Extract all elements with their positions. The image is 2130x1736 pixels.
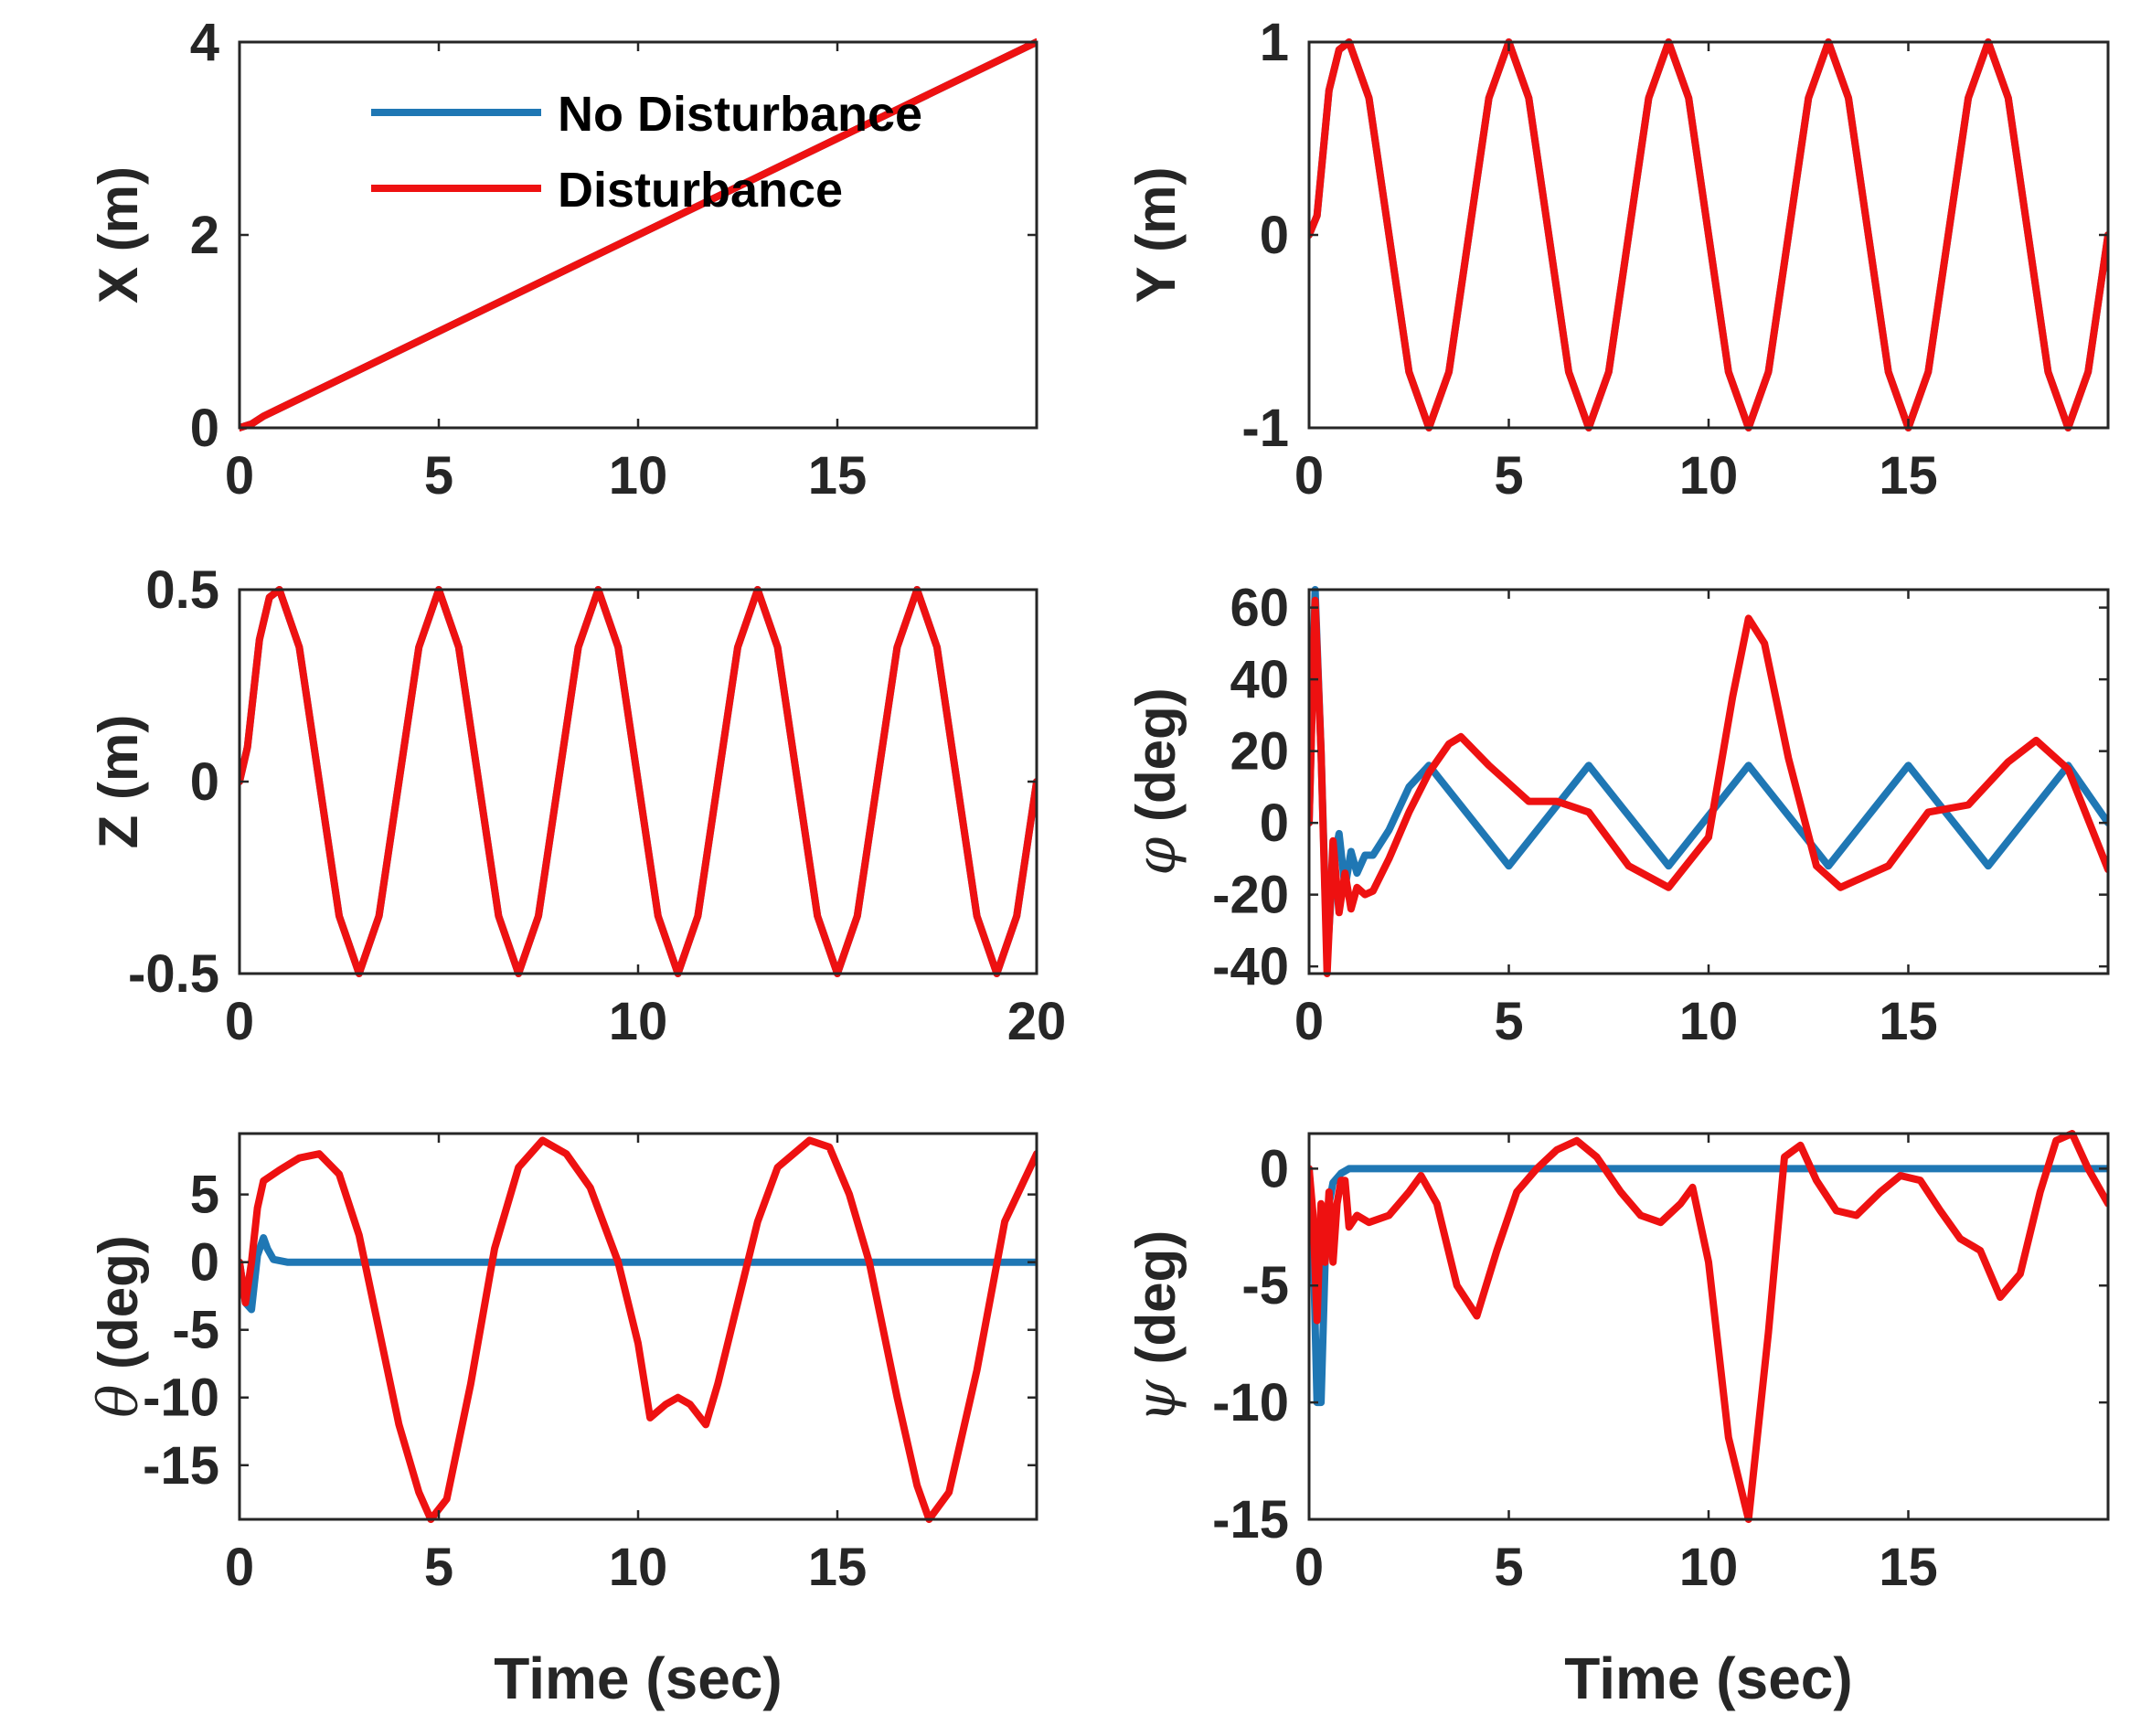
y-tick-label: -10	[1212, 1373, 1289, 1432]
x-tick-label: 5	[424, 446, 453, 506]
y-tick-label: 2	[190, 206, 219, 265]
panel-y-ylabel: Y (m)	[1125, 167, 1187, 304]
series-disturbance	[240, 586, 1037, 977]
y-tick-label: 0	[190, 399, 219, 458]
legend-label-disturbance: Disturbance	[558, 163, 843, 218]
x-tick-label: 15	[1879, 1538, 1938, 1597]
legend-label-no-disturbance: No Disturbance	[558, 87, 922, 142]
y-tick-label: 60	[1230, 579, 1289, 638]
x-tick-label: 10	[1679, 446, 1739, 506]
y-tick-label: 0	[190, 752, 219, 812]
x-tick-label: 10	[1679, 1538, 1739, 1597]
series-disturbance	[1309, 38, 2108, 431]
x-tick-label: 15	[1879, 992, 1938, 1051]
panel-x-ticks: 0 5 10 15 0 2 4	[190, 13, 1037, 506]
y-tick-label: 0	[190, 1233, 219, 1293]
x-tick-label: 15	[1879, 446, 1938, 506]
panel-z-ticks: 0 10 20-0.500.5	[128, 560, 1066, 1051]
y-tick-label: 20	[1230, 722, 1289, 782]
panel-y-ticks: 0 5 10 15-101	[1241, 13, 2108, 506]
y-tick-label: 40	[1230, 650, 1289, 709]
panel-x-ylabel: X (m)	[88, 166, 149, 304]
panel-psi-xlabel: Time (sec)	[1564, 1645, 1852, 1711]
y-tick-label: -15	[143, 1436, 219, 1496]
panel-z: 0 10 20-0.500.5 Z (m)	[88, 560, 1066, 1051]
y-tick-label: -1	[1241, 399, 1289, 458]
x-tick-label: 15	[808, 446, 868, 506]
x-tick-label: 0	[225, 1538, 254, 1597]
series-disturbance	[240, 38, 1037, 431]
x-tick-label: 0	[225, 992, 254, 1051]
x-tick-label: 20	[1007, 992, 1067, 1051]
y-tick-label: 0	[1260, 1139, 1289, 1198]
x-tick-label: 0	[1294, 992, 1324, 1051]
x-tick-label: 10	[1679, 992, 1739, 1051]
y-tick-label: -5	[172, 1301, 219, 1360]
panel-x: 0 5 10 15 0 2 4 X (m) No Disturbance Disturban…	[88, 13, 1038, 506]
y-tick-label: -0.5	[128, 944, 219, 1004]
x-tick-label: 15	[808, 1538, 868, 1597]
legend: No Disturbance Disturbance	[371, 87, 922, 218]
panel-theta: 0 5 10 15 -15 -10 -5 0 5 θ (deg) Time (sec)	[87, 1132, 1038, 1711]
x-tick-label: 0	[1294, 1538, 1324, 1597]
series-no-disturbance	[1309, 586, 2108, 964]
x-tick-label: 5	[1494, 1538, 1523, 1597]
x-tick-label: 5	[424, 1538, 453, 1597]
panel-psi: 0 5 10 15 -15 -10 -5 0 ψ (deg) Time (sec)	[1124, 1130, 2110, 1711]
y-tick-label: -40	[1212, 937, 1289, 996]
x-tick-label: 0	[1294, 446, 1324, 506]
x-tick-label: 0	[225, 446, 254, 506]
series-disturbance	[240, 1136, 1037, 1523]
y-tick-label: 5	[190, 1166, 219, 1225]
panel-z-ylabel: Z (m)	[88, 715, 149, 849]
panel-psi-series	[1309, 1130, 2108, 1523]
x-tick-label: 5	[1494, 992, 1523, 1051]
y-tick-label: -15	[1212, 1490, 1289, 1550]
x-tick-label: 10	[609, 446, 668, 506]
series-disturbance	[1309, 1130, 2108, 1523]
panel-x-series	[240, 38, 1037, 431]
y-tick-label: 0.5	[145, 560, 219, 620]
panel-y-series	[1309, 38, 2108, 431]
x-tick-label: 5	[1494, 446, 1523, 506]
y-tick-label: 4	[190, 13, 219, 72]
panel-phi: 0 5 10 15 -40 -20 0 20 40 60 φ (deg)	[1124, 579, 2110, 1051]
x-tick-label: 10	[609, 992, 668, 1051]
y-tick-label: -20	[1212, 866, 1289, 925]
y-tick-label: 0	[1260, 793, 1289, 853]
y-tick-label: 0	[1260, 206, 1289, 265]
x-tick-label: 10	[609, 1538, 668, 1597]
y-tick-label: -10	[143, 1369, 219, 1428]
series-disturbance	[1309, 596, 2108, 977]
panel-theta-ticks: 0 5 10 15 -15 -10 -5 0 5	[143, 1134, 1037, 1597]
panel-y: 0 5 10 15-101 Y (m)	[1125, 13, 2110, 506]
panel-phi-series	[1309, 586, 2108, 977]
y-tick-label: 1	[1260, 13, 1289, 72]
panel-psi-ticks: 0 5 10 15 -15 -10 -5 0	[1212, 1134, 2108, 1597]
panel-z-series	[240, 586, 1037, 977]
panel-theta-xlabel: Time (sec)	[494, 1645, 782, 1711]
panel-phi-ticks: 0 5 10 15 -40 -20 0 20 40 60	[1212, 579, 2108, 1051]
panel-theta-series	[240, 1136, 1037, 1523]
y-tick-label: -5	[1241, 1256, 1289, 1315]
panel-theta-axes-box	[238, 1132, 1038, 1521]
panel-psi-ylabel: ψ (deg)	[1124, 1230, 1188, 1422]
panel-phi-ylabel: φ (deg)	[1124, 687, 1188, 875]
panel-theta-ylabel: θ (deg)	[87, 1235, 151, 1417]
